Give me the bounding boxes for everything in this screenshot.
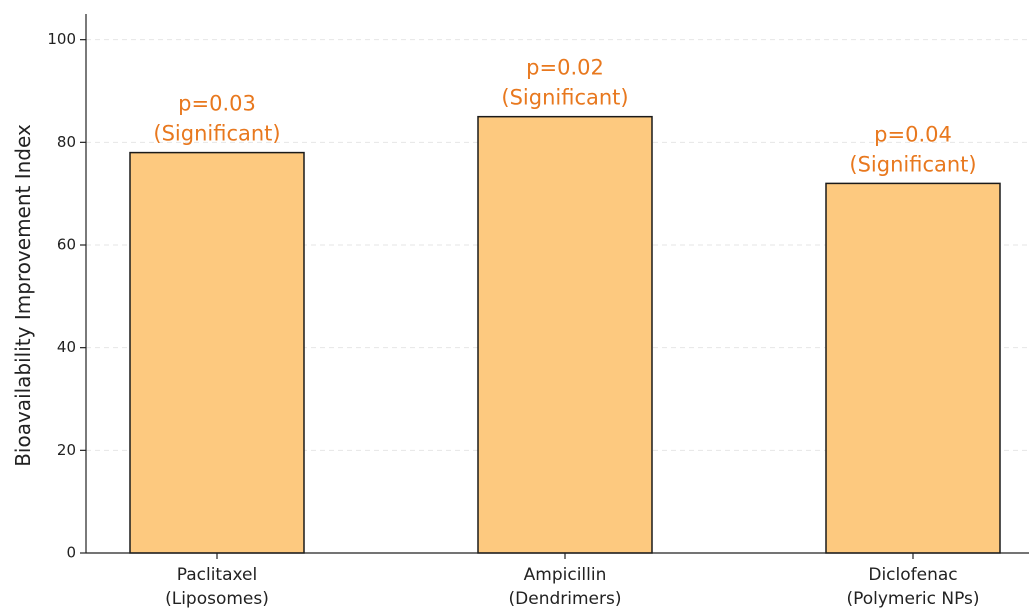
x-tick-label-line: Diclofenac	[868, 565, 957, 585]
data-label-line: p=0.02	[526, 56, 604, 80]
bar	[129, 151, 305, 554]
x-tick-label-line: (Liposomes)	[165, 589, 269, 609]
data-label-line: (Significant)	[153, 122, 280, 146]
data-label-line: p=0.04	[874, 122, 952, 146]
bar	[825, 182, 1001, 554]
y-tick-label: 40	[57, 338, 76, 356]
y-tick-label: 60	[57, 236, 76, 254]
x-tick-label: Ampicillin (Dendrimers)	[509, 565, 622, 609]
x-tick-label-line: (Dendrimers)	[509, 589, 622, 609]
data-label: p=0.02 (Significant)	[501, 56, 628, 110]
data-label: p=0.04 (Significant)	[849, 122, 976, 176]
y-tick-label: 100	[47, 30, 76, 48]
x-tick-label-line: Paclitaxel	[177, 565, 258, 585]
x-tick-label-line: (Polymeric NPs)	[846, 589, 979, 609]
x-tick-label-line: Ampicillin	[524, 565, 607, 585]
x-tick-label: Diclofenac (Polymeric NPs)	[846, 565, 979, 609]
data-label-line: p=0.03	[178, 92, 256, 116]
data-label-line: (Significant)	[849, 152, 976, 176]
data-label: p=0.03 (Significant)	[153, 92, 280, 146]
y-axis-label: Bioavailability Improvement Index	[11, 124, 35, 467]
data-label-line: (Significant)	[501, 86, 628, 110]
y-tick-label: 0	[66, 544, 76, 562]
y-tick-label: 20	[57, 441, 76, 459]
y-tick-label: 80	[57, 133, 76, 151]
bar	[477, 115, 653, 554]
x-tick-label: Paclitaxel (Liposomes)	[165, 565, 269, 609]
